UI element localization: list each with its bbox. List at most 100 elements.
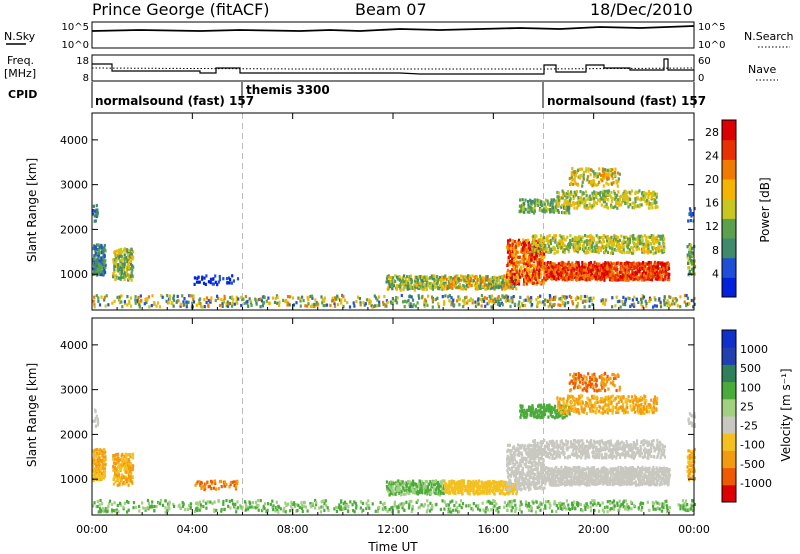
range-cell [577, 196, 580, 200]
range-cell [444, 294, 447, 298]
range-cell [621, 278, 624, 282]
range-cell [637, 278, 640, 282]
range-cell [426, 303, 429, 307]
range-cell [285, 299, 288, 303]
range-cell [99, 468, 102, 472]
range-cell [295, 301, 298, 305]
range-cell [265, 299, 268, 303]
range-cell [637, 261, 640, 265]
range-cell [443, 483, 447, 487]
range-cell [515, 467, 518, 471]
range-cell [477, 302, 480, 306]
range-cell [559, 472, 562, 476]
range-cell [520, 267, 523, 271]
range-cell [648, 235, 651, 239]
range-cell [630, 246, 633, 250]
range-cell [425, 302, 428, 306]
range-cell [309, 294, 312, 299]
range-cell [629, 304, 632, 308]
range-cell [610, 264, 613, 268]
range-cell [611, 251, 615, 255]
range-cell [534, 203, 537, 207]
range-cell [192, 294, 195, 298]
range-cell [543, 261, 546, 265]
range-cell [650, 263, 653, 267]
range-cell [431, 305, 434, 309]
range-cell [543, 252, 546, 256]
range-cell [430, 282, 433, 286]
range-cell [193, 282, 196, 286]
range-cell [529, 205, 532, 209]
range-cell [508, 299, 511, 303]
range-cell [606, 479, 609, 483]
range-cell [196, 276, 199, 280]
range-cell [528, 297, 531, 301]
range-cell [125, 456, 128, 460]
range-cell [517, 470, 520, 474]
range-cell [650, 234, 653, 238]
range-cell [577, 482, 580, 486]
range-cell [407, 479, 410, 484]
range-cell [122, 475, 126, 479]
range-cell [641, 305, 644, 309]
range-cell [535, 462, 538, 466]
range-cell [117, 266, 120, 270]
range-cell [613, 173, 616, 177]
range-cell [535, 244, 539, 248]
range-cell [95, 251, 98, 255]
range-cell [504, 287, 507, 291]
range-cell [693, 302, 696, 306]
range-cell [125, 265, 128, 269]
range-cell [526, 274, 529, 278]
range-cell [615, 295, 618, 299]
range-cell [292, 303, 295, 307]
range-cell [471, 279, 474, 284]
range-cell [96, 457, 99, 461]
range-cell [392, 278, 395, 283]
range-cell [543, 271, 547, 275]
range-cell [560, 474, 563, 478]
range-cell [619, 194, 623, 198]
range-cell [521, 248, 524, 252]
range-cell [532, 240, 535, 244]
range-cell [165, 299, 168, 303]
range-cell [463, 279, 466, 283]
range-cell [590, 180, 593, 184]
range-cell [606, 168, 609, 172]
range-cell [183, 297, 186, 301]
range-cell [536, 246, 539, 250]
range-cell [620, 472, 623, 476]
range-cell [527, 299, 530, 303]
range-cell [400, 280, 403, 284]
range-cell [222, 277, 225, 281]
range-cell [655, 238, 658, 242]
range-cell [537, 473, 540, 477]
nsky-tick-bottom: 10^0 [62, 40, 89, 51]
range-cell [523, 472, 526, 476]
range-cell [247, 304, 250, 308]
range-cell [402, 280, 405, 284]
range-cell [103, 452, 106, 457]
range-cell [409, 274, 413, 278]
range-cell [511, 286, 514, 290]
range-cell [633, 304, 636, 308]
range-cell [116, 465, 120, 469]
range-cell [590, 243, 593, 248]
range-cell [421, 275, 424, 279]
range-cell [208, 484, 211, 488]
range-cell [576, 237, 579, 241]
range-cell [463, 299, 466, 303]
range-cell [92, 459, 95, 463]
range-cell [536, 276, 539, 280]
range-cell [563, 251, 566, 255]
range-cell [506, 279, 509, 283]
range-cell [395, 488, 398, 492]
range-cell [95, 451, 99, 455]
nave-label: Nave [748, 63, 776, 76]
range-cell [274, 296, 277, 300]
range-cell [606, 263, 609, 267]
range-cell [618, 481, 621, 485]
range-cell [642, 194, 645, 198]
range-cell [619, 246, 622, 250]
range-cell [132, 255, 135, 259]
